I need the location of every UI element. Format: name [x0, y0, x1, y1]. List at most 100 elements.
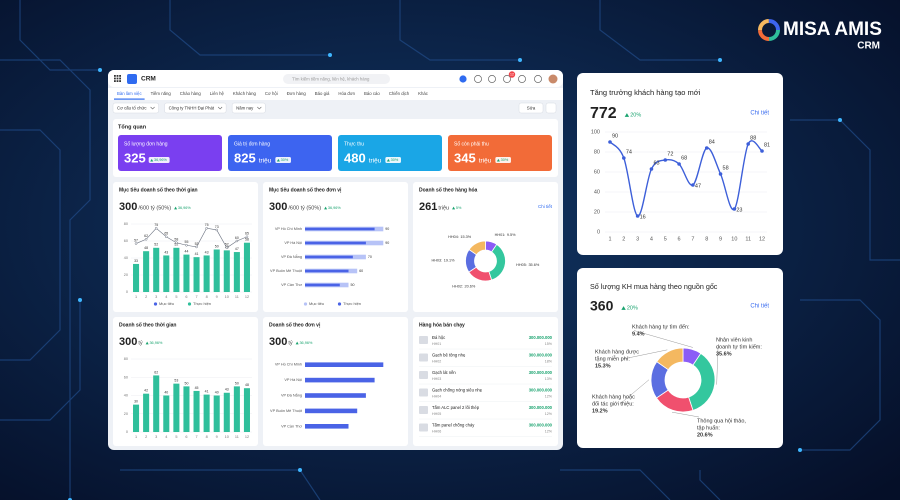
nav-item[interactable]: Báo cáo: [364, 91, 380, 96]
trend-value: 36,96%: [299, 341, 313, 345]
bar: [305, 408, 358, 414]
target-point: [175, 241, 178, 244]
donut-value-label: 15.3%: [460, 235, 471, 239]
source-value-label: 15.3%: [595, 363, 611, 369]
card-total: 772: [590, 105, 617, 122]
bar-value-label: 42: [144, 389, 148, 393]
leader-line: [716, 346, 719, 385]
source-value-label: 35.6%: [716, 351, 732, 357]
trend-icon: [621, 306, 626, 310]
item-thumb: [419, 406, 428, 414]
more-button[interactable]: [545, 102, 557, 114]
growth-point: [691, 183, 695, 187]
brand-name: MISA AMIS: [783, 19, 882, 40]
trend-icon: [295, 341, 299, 345]
nav-item[interactable]: Chiến dịch: [389, 91, 410, 96]
filter[interactable]: [164, 102, 227, 114]
toolbar-icon[interactable]: [459, 75, 467, 83]
target-value-label: 53: [195, 242, 199, 246]
card-total: 360: [590, 298, 614, 314]
detail-link[interactable]: Chi tiết: [750, 111, 769, 117]
y-tick-label: 40: [124, 394, 128, 398]
panel-title: Hàng hóa bán chạy: [419, 322, 465, 328]
panel-headline-detail: /600 tỷ (50%): [288, 204, 321, 211]
detail-link[interactable]: Chi tiết: [750, 304, 769, 310]
nav-item[interactable]: Hóa đơn: [338, 91, 355, 96]
trend-value: 30%: [501, 158, 509, 162]
target-point: [205, 227, 208, 230]
item-amount: 300.000.000: [529, 353, 553, 358]
target-value-label: 65: [245, 232, 249, 236]
apps-icon: [114, 75, 116, 77]
panel-headline: 261: [419, 201, 437, 213]
bar: [243, 388, 250, 432]
bar: [305, 227, 375, 231]
x-tick-label: 6: [185, 435, 187, 439]
item-name: Tấm ALC panel 2 lõi thép: [432, 405, 480, 410]
target-point: [195, 245, 198, 249]
y-tick-label: 80: [124, 357, 128, 361]
y-tick-label: 40: [124, 256, 128, 260]
bar-value-label: 40: [164, 390, 168, 394]
bar-value-label: 50: [235, 381, 239, 385]
x-tick-label: 8: [206, 295, 208, 299]
growth-value-label: 68: [681, 155, 687, 161]
toolbar-icon[interactable]: [518, 75, 526, 83]
avatar[interactable]: [548, 74, 558, 84]
panel-headline: 300: [269, 336, 287, 348]
nav-item[interactable]: Bàn làm việc: [117, 91, 142, 96]
bar: [213, 395, 220, 432]
target-value-label: 75: [154, 223, 158, 227]
x-tick-label: 1: [608, 236, 611, 242]
nav-item[interactable]: Khác: [418, 91, 429, 96]
item-name: Đá hộc: [432, 335, 445, 340]
growth-value-label: 74: [626, 149, 632, 155]
growth-point: [622, 156, 626, 160]
edit-button[interactable]: [518, 102, 544, 114]
panel-headline-detail: triệu: [438, 205, 449, 211]
source-value-label: 9.4%: [632, 331, 645, 337]
nav-item[interactable]: Đơn hàng: [287, 91, 307, 96]
source-value-label: 20.6%: [697, 432, 713, 438]
target-value-label: 65: [164, 232, 168, 236]
nav-item[interactable]: Cơ hội: [265, 91, 278, 96]
apps-icon: [116, 75, 119, 77]
nav-item[interactable]: Liên hệ: [210, 91, 225, 96]
nav-active: [114, 98, 145, 100]
x-tick-label: 7: [691, 236, 694, 242]
dropdown-icon: [217, 106, 223, 110]
item-share: 15%: [545, 342, 553, 346]
toolbar-icon[interactable]: [474, 75, 482, 83]
filter[interactable]: [231, 102, 266, 114]
nav-item[interactable]: Báo giá: [315, 91, 330, 96]
filter[interactable]: [112, 102, 159, 114]
bar: [143, 393, 150, 432]
growth-value-label: 58: [723, 165, 729, 171]
nav-item[interactable]: Khách hàng: [233, 91, 257, 96]
bar-value-label: 50: [351, 283, 355, 287]
toolbar-icon[interactable]: [534, 75, 542, 83]
bar: [305, 377, 375, 383]
nav-item[interactable]: Chào hàng: [180, 91, 202, 96]
source-label: Khách hàng hoặc: [592, 394, 635, 400]
item-share: 12%: [545, 429, 553, 433]
donut-value-label: 19.1%: [444, 259, 455, 263]
legend-label: Thực hiện: [343, 301, 361, 306]
kpi-card: [118, 135, 222, 171]
bar-value-label: 41: [195, 252, 199, 256]
x-tick-label: 1: [135, 435, 137, 439]
bar: [203, 394, 210, 432]
item-share: 12%: [545, 412, 553, 416]
toolbar-icon[interactable]: [503, 75, 511, 83]
toolbar-icon[interactable]: [488, 75, 496, 83]
growth-value-label: 90: [612, 133, 618, 139]
donut-value-label: 20.6%: [465, 284, 476, 288]
bar: [305, 393, 366, 398]
nav-item[interactable]: Tiềm năng: [151, 91, 172, 96]
detail-link[interactable]: Chi tiết: [538, 204, 553, 209]
item-code: HH02: [432, 359, 441, 363]
target-line: [135, 227, 248, 249]
search-box[interactable]: [283, 74, 390, 84]
trend-icon: [145, 341, 149, 345]
